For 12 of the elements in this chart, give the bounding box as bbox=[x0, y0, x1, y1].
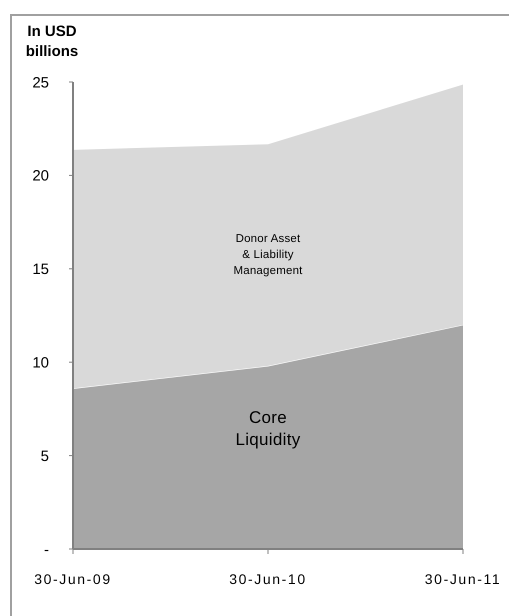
x-tick-label: 30-Jun-11 bbox=[424, 570, 502, 587]
x-tick-label: 30-Jun-09 bbox=[34, 570, 112, 587]
y-axis-title: In USD billions bbox=[24, 22, 80, 62]
y-tick-label: 20 bbox=[32, 168, 49, 185]
series-label: Core Liquidity bbox=[235, 408, 301, 449]
y-tick-label: 5 bbox=[40, 448, 49, 465]
y-tick-label: 25 bbox=[32, 74, 49, 92]
y-tick-label: 10 bbox=[32, 354, 49, 372]
series-label: Donor Asset & Liability Management bbox=[233, 232, 304, 277]
y-tick-label: 15 bbox=[32, 261, 49, 278]
y-tick-label: - bbox=[44, 541, 49, 558]
x-tick-label: 30-Jun-10 bbox=[229, 570, 307, 587]
